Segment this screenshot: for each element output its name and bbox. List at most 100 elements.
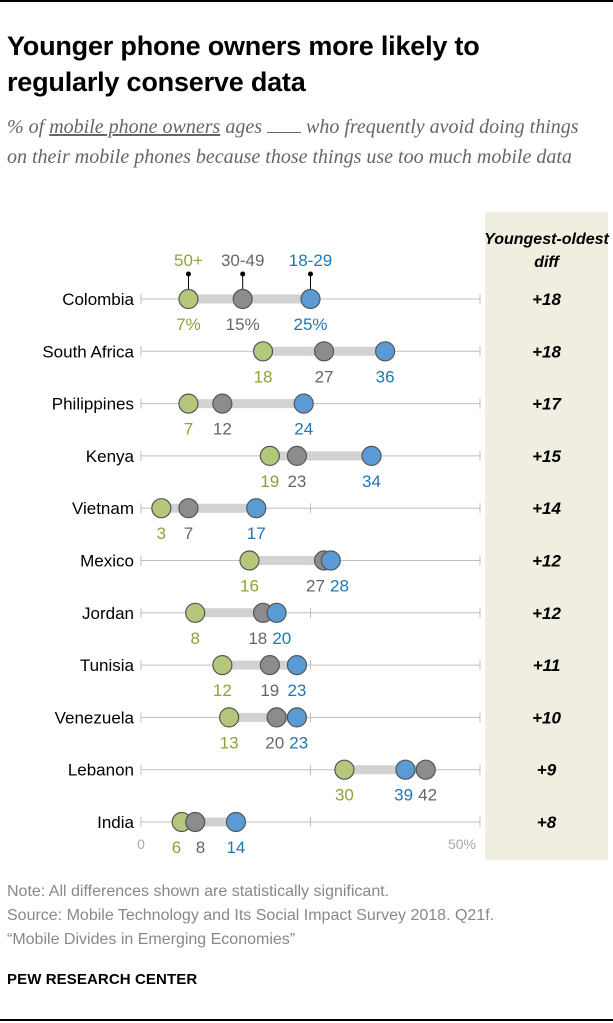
value-label-young-kenya: 34 bbox=[362, 472, 381, 491]
diff-value-kenya: +15 bbox=[532, 447, 561, 466]
country-label-lebanon: Lebanon bbox=[68, 761, 134, 780]
value-label-young-mexico: 28 bbox=[330, 577, 349, 596]
diff-value-jordan: +12 bbox=[532, 604, 561, 623]
value-label-old-south-africa: 18 bbox=[254, 367, 273, 386]
value-label-mid-jordan: 18 bbox=[248, 629, 267, 648]
dot-old-mexico bbox=[239, 550, 260, 571]
legend-pointer-dot-0 bbox=[185, 271, 191, 277]
dot-mid-kenya bbox=[286, 445, 308, 466]
axis-label-max: 50% bbox=[448, 836, 476, 852]
diff-value-tunisia: +11 bbox=[533, 656, 561, 675]
country-label-kenya: Kenya bbox=[86, 447, 135, 466]
diff-header-line2: diff bbox=[534, 254, 560, 271]
brand-logo-text: PEW RESEARCH CENTER bbox=[7, 971, 198, 988]
country-label-india: India bbox=[97, 813, 134, 832]
value-label-old-mexico: 16 bbox=[240, 577, 259, 596]
report-text: “Mobile Divides in Emerging Economies” bbox=[7, 931, 296, 948]
subtitle-part2: ages bbox=[220, 116, 267, 138]
top-rule bbox=[0, 0, 613, 2]
legend-label-0: 50+ bbox=[174, 251, 203, 270]
country-label-philippines: Philippines bbox=[52, 395, 134, 414]
dot-old-jordan bbox=[185, 602, 206, 623]
country-label-venezuela: Venezuela bbox=[55, 708, 135, 727]
dot-mid-lebanon bbox=[415, 759, 436, 780]
dot-old-kenya bbox=[259, 445, 280, 466]
diff-value-south-africa: +18 bbox=[532, 342, 561, 361]
value-label-young-philippines: 24 bbox=[294, 420, 313, 439]
value-label-old-lebanon: 30 bbox=[335, 786, 354, 805]
dot-young-philippines bbox=[293, 393, 314, 414]
country-label-colombia: Colombia bbox=[62, 290, 134, 309]
diff-value-vietnam: +14 bbox=[532, 499, 561, 518]
value-label-mid-india: 8 bbox=[196, 838, 205, 857]
bottom-rule bbox=[0, 1019, 613, 1021]
country-label-vietnam: Vietnam bbox=[72, 499, 134, 518]
value-label-old-vietnam: 3 bbox=[157, 524, 166, 543]
subtitle-part1: % of bbox=[7, 116, 50, 138]
value-label-old-kenya: 19 bbox=[260, 472, 279, 491]
value-label-mid-philippines: 12 bbox=[213, 420, 232, 439]
diff-value-venezuela: +10 bbox=[532, 708, 561, 727]
dot-young-south-africa bbox=[374, 341, 396, 362]
dot-mid-colombia bbox=[232, 288, 253, 310]
legend-pointer-dot-2 bbox=[308, 271, 313, 277]
dot-mid-philippines bbox=[212, 393, 233, 414]
country-label-jordan: Jordan bbox=[82, 604, 134, 623]
value-label-mid-tunisia: 19 bbox=[260, 681, 279, 700]
dot-young-kenya bbox=[361, 445, 382, 466]
dot-mid-vietnam bbox=[178, 498, 199, 519]
value-label-young-india: 14 bbox=[226, 838, 245, 857]
dot-old-south-africa bbox=[252, 341, 274, 362]
diff-header-line1: Youngest-oldest bbox=[484, 231, 609, 248]
dot-old-philippines bbox=[178, 393, 199, 414]
value-label-mid-south-africa: 27 bbox=[315, 367, 334, 386]
dot-mid-tunisia bbox=[259, 655, 280, 676]
legend-label-1: 30-49 bbox=[221, 251, 264, 270]
subtitle-part3: who frequently avoid doing things on the… bbox=[7, 116, 579, 168]
dot-young-india bbox=[225, 811, 247, 833]
value-label-young-venezuela: 23 bbox=[289, 733, 308, 752]
value-label-young-lebanon: 39 bbox=[394, 786, 413, 805]
subtitle-underlined: mobile phone owners bbox=[49, 116, 221, 138]
axis-label-min: 0 bbox=[137, 836, 145, 852]
value-label-young-jordan: 20 bbox=[272, 629, 291, 648]
diff-value-lebanon: +9 bbox=[537, 761, 557, 780]
dot-mid-venezuela bbox=[266, 707, 287, 728]
value-label-mid-kenya: 23 bbox=[287, 472, 306, 491]
footnotes: Note: All differences shown are statisti… bbox=[7, 880, 607, 952]
value-label-old-jordan: 8 bbox=[191, 629, 200, 648]
value-label-young-tunisia: 23 bbox=[287, 681, 306, 700]
value-label-old-colombia: 7% bbox=[176, 315, 201, 334]
diff-value-mexico: +12 bbox=[532, 552, 561, 571]
dot-old-vietnam bbox=[151, 498, 172, 519]
dot-young-colombia bbox=[300, 288, 321, 310]
dot-old-tunisia bbox=[212, 655, 233, 676]
chart-subtitle: % of mobile phone owners ages who freque… bbox=[7, 112, 597, 172]
dot-young-tunisia bbox=[286, 655, 308, 676]
source-text: Source: Mobile Technology and Its Social… bbox=[7, 907, 495, 924]
dot-young-mexico bbox=[320, 550, 341, 571]
value-label-young-colombia: 25% bbox=[293, 315, 327, 334]
dot-young-jordan bbox=[266, 602, 287, 623]
diff-panel bbox=[485, 212, 608, 860]
value-label-old-tunisia: 12 bbox=[213, 681, 232, 700]
value-label-mid-venezuela: 20 bbox=[265, 733, 284, 752]
country-label-south-africa: South Africa bbox=[42, 342, 134, 361]
value-label-mid-colombia: 15% bbox=[226, 315, 260, 334]
dot-plot-chart: Youngest-oldest diff Colombia 7% 15% 25% +18 So… bbox=[42, 212, 610, 860]
country-label-mexico: Mexico bbox=[80, 552, 134, 571]
value-label-young-south-africa: 36 bbox=[376, 367, 395, 386]
dot-young-venezuela bbox=[286, 707, 308, 728]
value-label-old-india: 6 bbox=[172, 838, 181, 857]
note-text: Note: All differences shown are statisti… bbox=[7, 883, 390, 900]
dot-young-vietnam bbox=[246, 498, 267, 519]
chart-title: Younger phone owners more likely to regu… bbox=[7, 31, 480, 97]
subtitle-blank bbox=[266, 131, 301, 133]
dot-mid-india bbox=[185, 811, 206, 833]
legend-label-2: 18-29 bbox=[289, 251, 332, 270]
value-label-old-philippines: 7 bbox=[184, 420, 193, 439]
diff-value-india: +8 bbox=[537, 813, 557, 832]
value-label-mid-lebanon: 42 bbox=[418, 786, 437, 805]
value-label-old-venezuela: 13 bbox=[220, 733, 239, 752]
legend-pointer-dot-1 bbox=[240, 271, 246, 277]
